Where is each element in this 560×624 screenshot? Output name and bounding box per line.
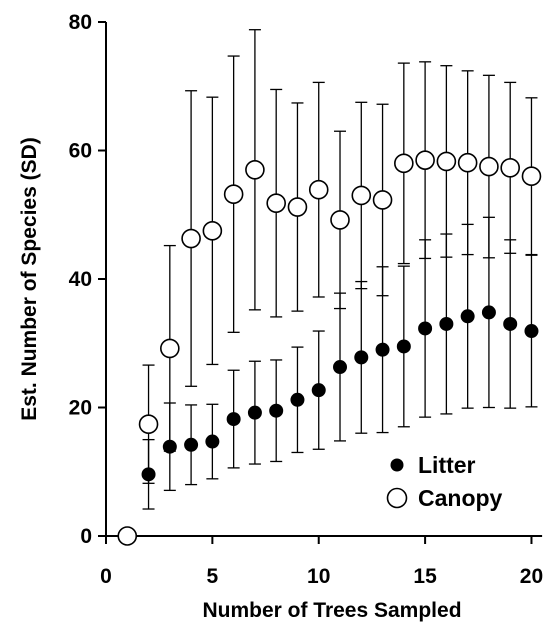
litter-marker xyxy=(460,309,475,324)
litter-marker xyxy=(205,434,220,449)
litter-marker xyxy=(269,403,284,418)
error-bars xyxy=(142,29,538,510)
litter-marker xyxy=(481,305,496,320)
canopy-marker xyxy=(202,221,223,241)
canopy-marker xyxy=(500,158,520,178)
legend-canopy-label: Canopy xyxy=(418,485,503,511)
data-markers xyxy=(117,150,542,546)
litter-marker xyxy=(226,412,241,427)
canopy-marker xyxy=(245,159,265,180)
litter-marker xyxy=(396,339,411,354)
canopy-marker xyxy=(372,190,393,210)
litter-marker xyxy=(375,342,390,357)
litter-marker xyxy=(524,324,539,339)
canopy-marker xyxy=(457,152,478,173)
canopy-marker xyxy=(117,526,138,546)
x-tick-label: 5 xyxy=(207,565,219,588)
litter-marker xyxy=(418,321,433,336)
y-tick-label: 60 xyxy=(69,140,92,163)
litter-marker xyxy=(354,350,369,365)
litter-marker xyxy=(141,467,156,482)
y-tick-label: 80 xyxy=(69,11,92,34)
y-axis-title: Est. Number of Species (SD) xyxy=(18,137,41,421)
canopy-marker xyxy=(266,193,286,213)
x-ticks: 0 5 10 15 20 xyxy=(100,536,543,588)
y-tick-label: 20 xyxy=(69,397,92,420)
litter-marker xyxy=(247,405,262,420)
x-tick-label: 10 xyxy=(307,565,330,588)
canopy-marker xyxy=(415,150,435,170)
litter-marker xyxy=(439,316,454,331)
axes: 0 20 40 60 80 0 5 10 15 20 xyxy=(69,11,544,588)
litter-marker xyxy=(503,316,518,331)
canopy-marker xyxy=(181,228,201,249)
canopy-marker xyxy=(351,185,372,206)
canopy-marker xyxy=(479,156,499,177)
canopy-marker xyxy=(138,414,159,435)
canopy-marker xyxy=(436,151,457,172)
canopy-marker xyxy=(287,197,308,217)
canopy-marker xyxy=(394,153,414,174)
canopy-marker xyxy=(308,179,329,200)
legend-litter-label: Litter xyxy=(418,452,476,478)
litter-marker xyxy=(311,383,326,398)
canopy-marker xyxy=(521,166,542,186)
canopy-marker xyxy=(223,184,244,204)
x-axis-title: Number of Trees Sampled xyxy=(202,599,461,622)
y-tick-label: 0 xyxy=(80,525,92,548)
x-tick-label: 15 xyxy=(413,565,437,588)
canopy-marker xyxy=(330,210,350,230)
canopy-marker xyxy=(160,338,180,359)
x-tick-label: 0 xyxy=(100,565,112,588)
x-tick-label: 20 xyxy=(520,565,543,588)
legend: Litter Canopy xyxy=(386,452,503,511)
litter-marker xyxy=(290,392,305,407)
litter-marker xyxy=(162,439,177,454)
y-tick-label: 40 xyxy=(69,268,92,291)
legend-canopy-marker xyxy=(386,487,408,509)
legend-litter-marker xyxy=(390,458,404,472)
litter-marker xyxy=(184,437,199,452)
y-ticks: 0 20 40 60 80 xyxy=(69,11,106,548)
litter-marker xyxy=(333,360,348,375)
